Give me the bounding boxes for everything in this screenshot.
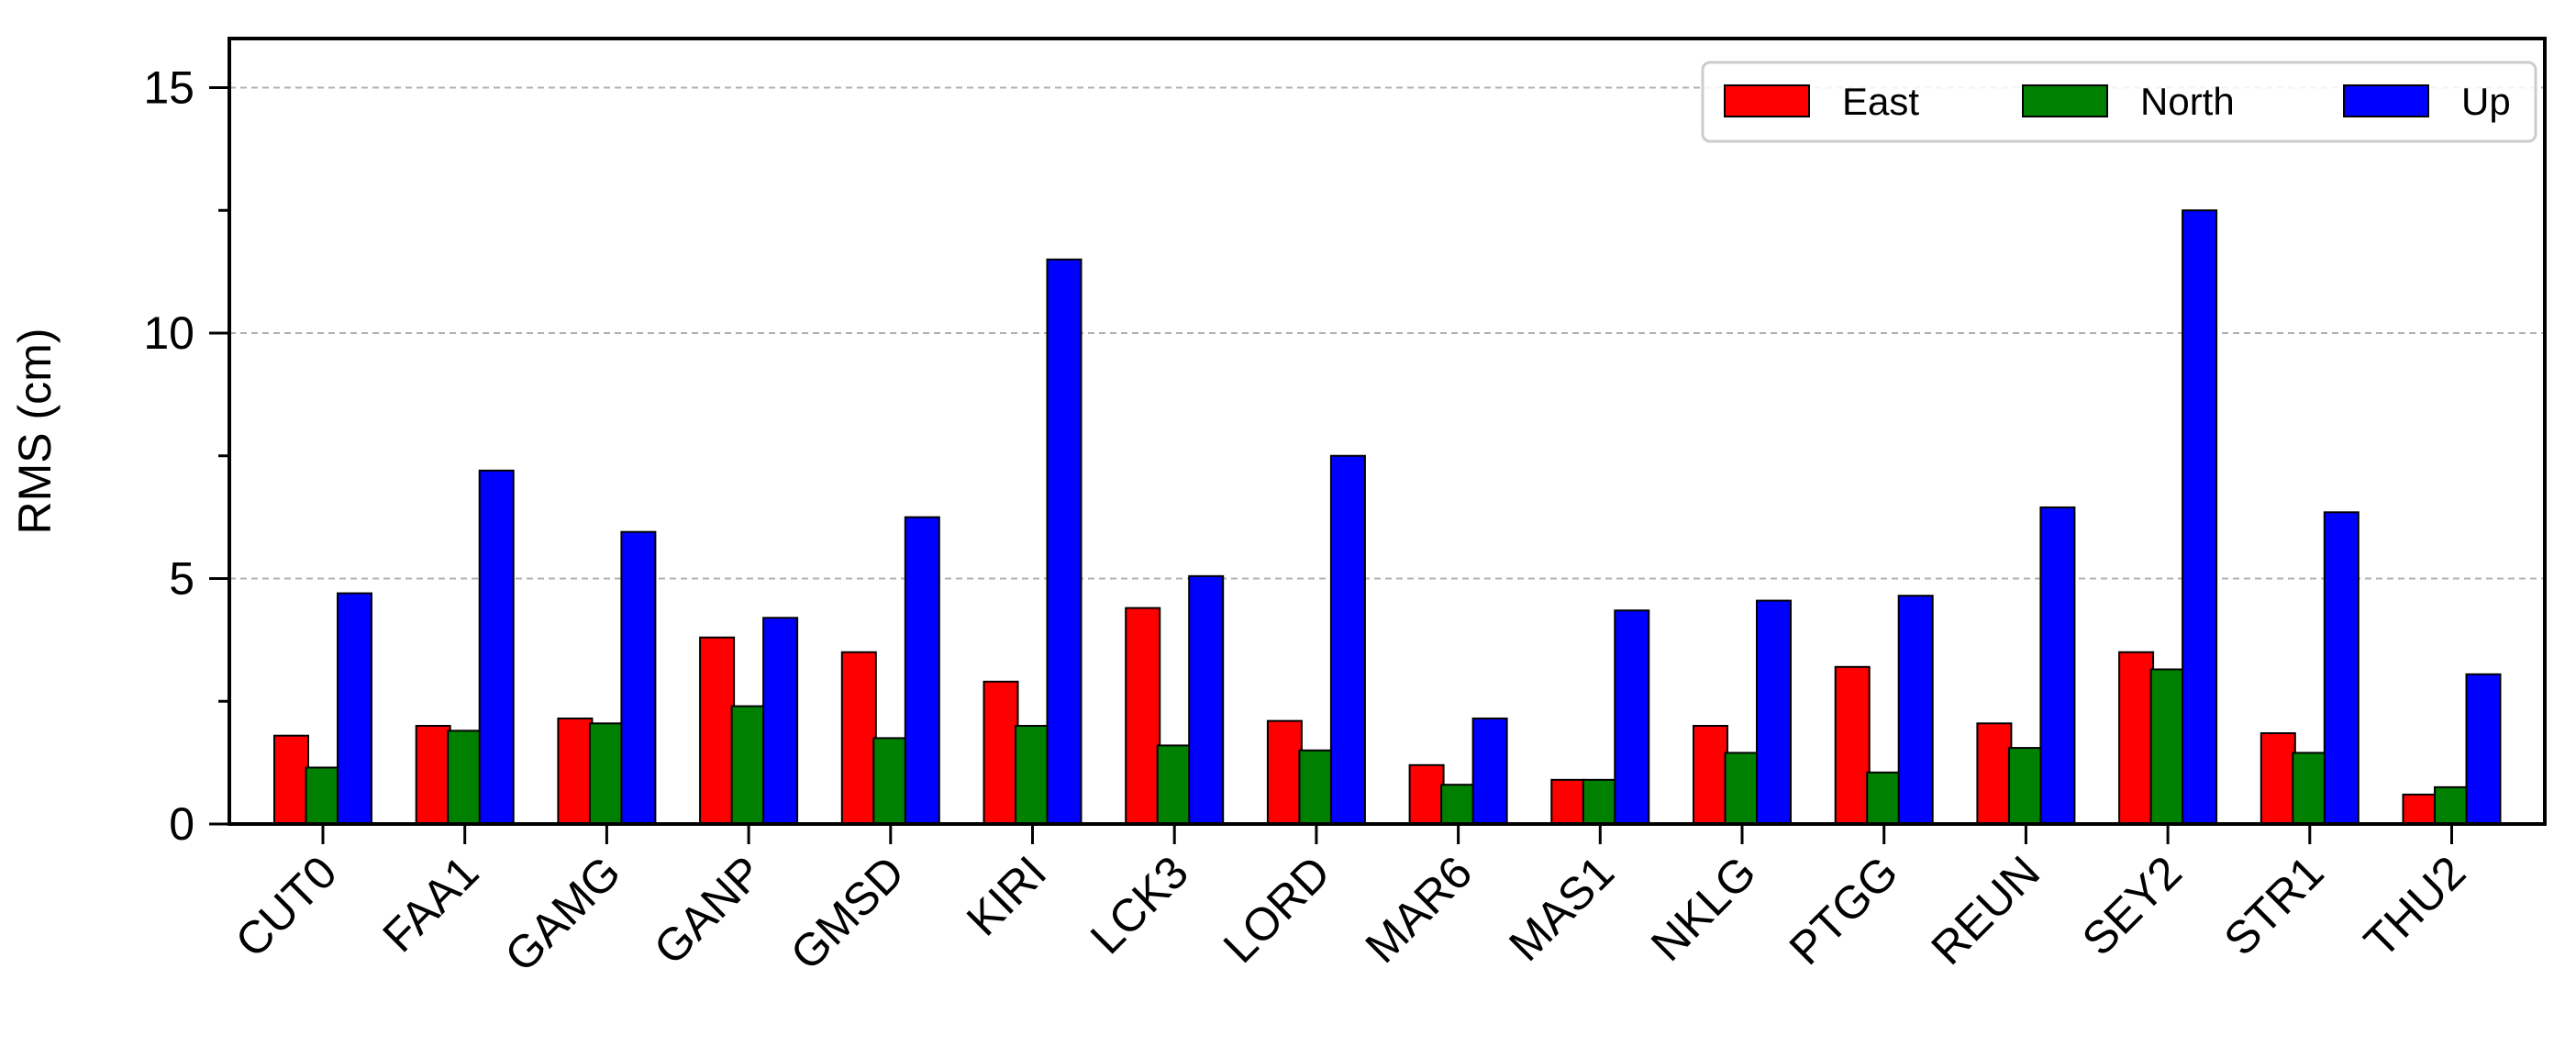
- x-tick-label-kiri: KIRI: [957, 846, 1056, 945]
- bar-east-faa1: [415, 725, 451, 825]
- x-tick-label-str1: STR1: [2215, 846, 2334, 965]
- x-tick-label-nklg: NKLG: [1641, 846, 1766, 971]
- bar-up-gamg: [620, 530, 657, 825]
- bar-north-thu2: [2434, 785, 2470, 825]
- x-tick-label-lord: LORD: [1214, 846, 1340, 973]
- x-tick-label-mas1: MAS1: [1499, 846, 1624, 971]
- x-tick-label-mar6: MAR6: [1356, 846, 1482, 973]
- bar-up-cut0: [337, 592, 372, 825]
- bar-east-nklg: [1693, 725, 1728, 825]
- bar-up-sey2: [2182, 209, 2218, 825]
- y-tick-label: 5: [169, 553, 194, 605]
- x-tick-label-gamg: GAMG: [495, 846, 631, 982]
- bar-north-ptgg: [1866, 771, 1903, 826]
- legend-swatch-east: [1724, 84, 1810, 117]
- y-axis-title: RMS (cm): [9, 329, 61, 535]
- bar-north-gamg: [588, 722, 625, 826]
- bar-north-lck3: [1156, 744, 1193, 826]
- x-tick-label-reun: REUN: [1921, 846, 2049, 974]
- legend-swatch-north: [2022, 84, 2108, 117]
- bar-north-str1: [2292, 752, 2328, 825]
- bar-up-str1: [2323, 511, 2359, 826]
- bar-up-ganp: [762, 617, 799, 825]
- plot-frame: [228, 37, 2547, 826]
- bar-east-gmsd: [840, 651, 877, 825]
- x-tick-label-thu2: THU2: [2354, 846, 2475, 967]
- bar-north-kiri: [1015, 725, 1050, 825]
- bar-east-ganp: [699, 636, 736, 826]
- legend-box: [1701, 61, 2537, 143]
- x-tick-label-ptgg: PTGG: [1780, 846, 1908, 974]
- bar-up-thu2: [2465, 673, 2502, 826]
- bar-north-reun: [2007, 747, 2044, 826]
- bar-north-mar6: [1440, 784, 1477, 826]
- bar-up-lord: [1329, 454, 1366, 825]
- bar-east-thu2: [2402, 793, 2438, 826]
- y-tick-label: 15: [143, 62, 194, 114]
- bar-up-kiri: [1046, 258, 1083, 825]
- x-tick-label-gmsd: GMSD: [781, 846, 915, 980]
- bar-north-sey2: [2149, 668, 2186, 825]
- bar-up-lck3: [1188, 574, 1225, 825]
- x-tick-label-ganp: GANP: [644, 846, 772, 974]
- bar-east-sey2: [2118, 651, 2155, 825]
- bar-north-cut0: [305, 766, 341, 825]
- bar-east-mar6: [1408, 763, 1445, 825]
- bar-north-gmsd: [872, 737, 909, 825]
- bar-north-lord: [1298, 749, 1335, 825]
- bar-up-mas1: [1614, 609, 1650, 826]
- y-tick-label: 10: [143, 307, 194, 359]
- bar-up-mar6: [1471, 717, 1508, 825]
- bar-north-mas1: [1582, 778, 1618, 825]
- legend-label-north: North: [2140, 80, 2235, 123]
- y-tick-label: 0: [169, 798, 194, 850]
- bar-up-ptgg: [1897, 595, 1934, 825]
- legend-label-up: Up: [2461, 80, 2511, 123]
- x-tick-label-cut0: CUT0: [226, 846, 347, 967]
- x-tick-label-faa1: FAA1: [372, 846, 488, 962]
- legend-swatch-up: [2343, 84, 2429, 117]
- bar-north-ganp: [730, 705, 767, 825]
- bar-east-gamg: [557, 717, 594, 825]
- bar-up-reun: [2039, 506, 2076, 825]
- bar-east-reun: [1976, 722, 2013, 826]
- bar-east-ptgg: [1834, 665, 1871, 825]
- bar-east-mas1: [1550, 778, 1587, 825]
- bar-up-nklg: [1756, 599, 1792, 826]
- bar-up-gmsd: [904, 516, 940, 825]
- bars-layer: [273, 209, 2502, 826]
- bar-north-faa1: [447, 729, 483, 825]
- bar-north-nklg: [1724, 752, 1760, 825]
- x-tick-label-sey2: SEY2: [2072, 846, 2192, 965]
- bar-east-kiri: [983, 680, 1019, 825]
- bar-east-cut0: [273, 734, 309, 826]
- x-tick-label-lck3: LCK3: [1081, 846, 1198, 963]
- legend: East North Up: [1701, 61, 2537, 143]
- bar-east-lck3: [1125, 607, 1161, 825]
- bar-up-faa1: [478, 469, 515, 825]
- legend-label-east: East: [1842, 80, 1919, 123]
- bar-east-lord: [1266, 719, 1303, 826]
- bar-east-str1: [2260, 732, 2296, 826]
